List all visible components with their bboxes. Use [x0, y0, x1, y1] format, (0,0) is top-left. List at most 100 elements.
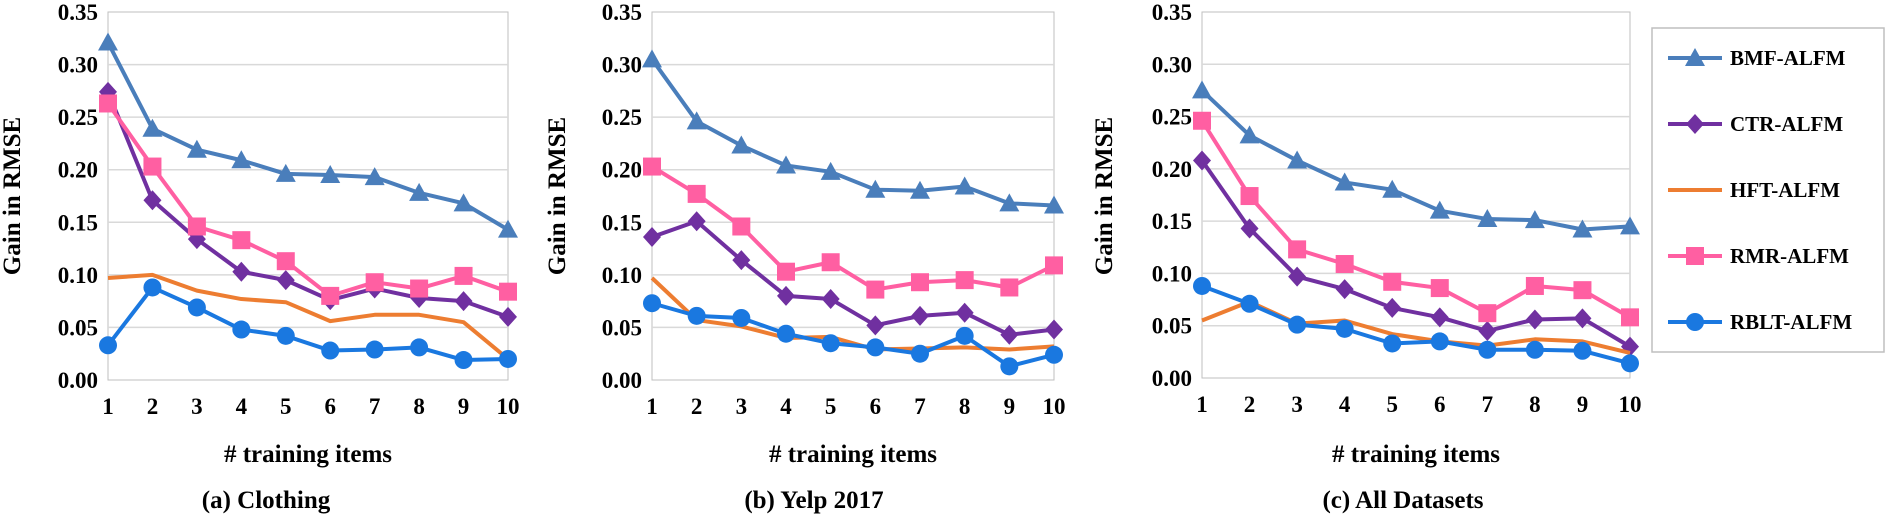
data-point-rmr-alfm [1525, 276, 1544, 295]
data-point-bmf-alfm [498, 219, 518, 238]
x-tick-label: 1 [646, 394, 658, 419]
data-point-rblt-alfm [321, 341, 340, 360]
data-point-bmf-alfm [910, 180, 930, 199]
data-point-rmr-alfm [732, 217, 751, 236]
data-point-rmr-alfm [1478, 304, 1497, 323]
x-tick-label: 6 [870, 394, 882, 419]
data-point-bmf-alfm [1429, 200, 1450, 219]
legend-item-rmr-alfm: RMR-ALFM [1668, 244, 1849, 268]
data-point-rblt-alfm [187, 298, 206, 317]
data-point-rblt-alfm [99, 336, 117, 355]
y-tick-label: 0.10 [602, 263, 642, 288]
data-point-ctr-alfm [1193, 150, 1211, 171]
data-point-bmf-alfm [364, 167, 385, 186]
data-point-ctr-alfm [1288, 266, 1307, 287]
x-tick-label: 8 [413, 394, 425, 419]
y-tick-label: 0.35 [58, 0, 98, 25]
y-tick-label: 0.20 [1152, 157, 1192, 182]
legend-item-bmf-alfm: BMF-ALFM [1668, 46, 1846, 70]
legend-box [1651, 27, 1885, 353]
series-line-ctr-alfm [106, 91, 509, 319]
data-point-bmf-alfm [820, 161, 841, 180]
series-line-ctr-alfm [1200, 159, 1632, 349]
data-point-ctr-alfm [687, 211, 706, 232]
series-hft-alfm [650, 276, 1055, 352]
data-point-ctr-alfm [1000, 324, 1019, 345]
series-layer [98, 32, 518, 370]
data-point-ctr-alfm [232, 261, 251, 282]
x-tick-label: 6 [324, 394, 336, 419]
y-tick-label: 0.35 [1152, 0, 1192, 25]
y-tick-label: 0.35 [602, 0, 642, 25]
data-point-ctr-alfm [643, 227, 661, 248]
data-point-bmf-alfm [142, 118, 163, 137]
data-point-bmf-alfm [1620, 216, 1640, 235]
x-tick-label: 9 [1577, 392, 1589, 417]
data-point-rblt-alfm [687, 306, 706, 325]
x-tick-label: 6 [1434, 392, 1446, 417]
data-point-ctr-alfm [821, 289, 840, 310]
x-tick-label: 4 [236, 394, 248, 419]
legend-item-ctr-alfm: CTR-ALFM [1668, 112, 1843, 136]
data-point-rblt-alfm [777, 324, 795, 343]
data-point-bmf-alfm [231, 150, 252, 169]
y-tick-label: 0.30 [58, 53, 98, 78]
series-line-bmf-alfm [106, 41, 510, 232]
x-tick-label: 1 [1196, 392, 1208, 417]
data-point-bmf-alfm [1382, 179, 1403, 198]
panel-caption: (a) Clothing [202, 487, 331, 514]
data-point-rblt-alfm [643, 294, 661, 313]
x-tick-label: 7 [1482, 392, 1494, 417]
series-hft-alfm [107, 272, 510, 361]
series-line-rblt-alfm [106, 285, 509, 363]
data-point-rmr-alfm [365, 273, 384, 292]
y-tick-label: 0.05 [58, 315, 98, 340]
x-tick-label: 3 [191, 394, 203, 419]
plot-area-border [107, 11, 509, 381]
data-point-rblt-alfm [1240, 294, 1259, 313]
x-tick-label: 8 [1529, 392, 1541, 417]
data-point-rblt-alfm [276, 326, 295, 345]
series-line-rmr-alfm [106, 102, 509, 298]
data-point-rmr-alfm [1573, 281, 1592, 300]
legend-marker [1685, 48, 1705, 66]
y-tick-label: 0.20 [58, 158, 98, 183]
data-point-bmf-alfm [642, 49, 662, 68]
data-point-ctr-alfm [1621, 336, 1639, 357]
y-tick-label: 0.15 [1152, 209, 1192, 234]
series-line-rblt-alfm [1201, 284, 1631, 366]
series-bmf-alfm [642, 49, 1064, 214]
chart-panel-yelp-2017: 0.00 0.05 0.10 0.15 0.20 0.25 0.30 0.35 1 2 3 4 5 6 7… [544, 0, 1066, 514]
series-bmf-alfm [1192, 80, 1640, 238]
x-tick-label: 10 [1619, 392, 1642, 417]
y-tick-label: 0.30 [602, 53, 642, 78]
data-point-rblt-alfm [454, 351, 473, 370]
data-point-ctr-alfm [1335, 279, 1354, 300]
data-point-bmf-alfm [1334, 172, 1355, 191]
y-tick-label: 0.25 [58, 105, 98, 130]
data-point-bmf-alfm [776, 155, 796, 174]
x-tick-label: 10 [1043, 394, 1066, 419]
data-point-rblt-alfm [955, 326, 974, 345]
series-bmf-alfm [98, 32, 518, 238]
legend-marker [1686, 313, 1704, 331]
data-point-bmf-alfm [320, 164, 341, 183]
series-rmr-alfm [1193, 111, 1639, 327]
data-point-rmr-alfm [821, 253, 840, 272]
data-point-bmf-alfm [275, 163, 296, 182]
series-ctr-alfm [643, 211, 1063, 345]
data-point-rblt-alfm [232, 320, 251, 339]
data-point-rblt-alfm [1573, 341, 1592, 360]
series-line-rmr-alfm [650, 164, 1055, 292]
data-point-rblt-alfm [143, 278, 162, 297]
data-point-rmr-alfm [1621, 308, 1639, 327]
y-tick-label: 0.00 [1152, 366, 1192, 391]
data-point-rmr-alfm [143, 157, 162, 176]
data-point-rmr-alfm [1000, 278, 1019, 297]
data-point-rblt-alfm [1288, 315, 1307, 334]
data-point-bmf-alfm [1572, 219, 1593, 238]
series-rmr-alfm [643, 157, 1063, 299]
data-point-rmr-alfm [643, 157, 661, 176]
x-tick-label: 5 [1386, 392, 1398, 417]
series-line-rblt-alfm [651, 301, 1055, 369]
